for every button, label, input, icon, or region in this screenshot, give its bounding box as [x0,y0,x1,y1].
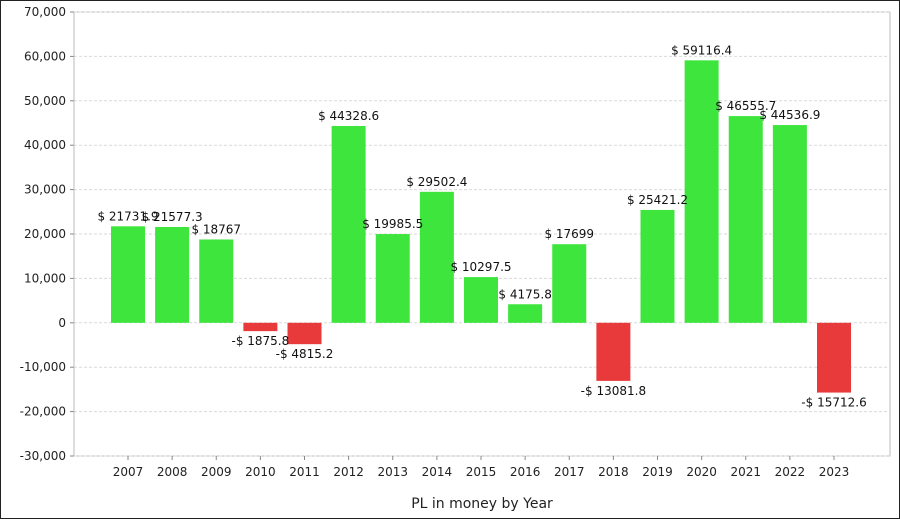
y-tick-label: -30,000 [20,449,66,463]
y-tick-label: 10,000 [24,271,66,285]
bars [111,60,851,393]
x-tick-label-2010: 2010 [245,465,276,479]
data-label-2017: $ 17699 [544,227,594,241]
x-tick-label-2012: 2012 [333,465,364,479]
bar-2019 [640,209,675,323]
x-tick-label-2017: 2017 [554,465,585,479]
x-tick-label-2022: 2022 [775,465,806,479]
x-tick-label-2023: 2023 [819,465,850,479]
x-tick-label-2014: 2014 [422,465,453,479]
x-tick-label-2007: 2007 [113,465,144,479]
x-tick-label-2013: 2013 [377,465,408,479]
data-label-2008: $ 21577.3 [142,210,203,224]
x-tick-label-2015: 2015 [466,465,497,479]
bar-2014 [419,191,454,323]
bar-2010 [243,322,278,332]
bar-2013 [375,234,410,323]
bar-2015 [464,277,498,323]
data-label-2022: $ 44536.9 [759,108,820,122]
bar-2018 [596,322,631,381]
bar-2022 [772,125,807,323]
data-label-2014: $ 29502.4 [406,175,467,189]
bar-2009 [199,239,234,323]
data-label-2019: $ 25421.2 [627,193,688,207]
y-tick-label: -10,000 [20,360,66,374]
y-tick-label: 50,000 [24,94,66,108]
bar-2017 [552,244,587,323]
data-label-2007: $ 21731.9 [97,209,158,223]
data-label-2018: -$ 13081.8 [581,384,646,398]
bar-2021 [728,116,763,323]
y-tick-label: 30,000 [24,183,66,197]
x-tick-label-2016: 2016 [510,465,541,479]
x-tick-label-2011: 2011 [289,465,320,479]
data-label-2009: $ 18767 [191,222,241,236]
y-tick-label: 20,000 [24,227,66,241]
data-label-2015: $ 10297.5 [450,260,511,274]
y-tick-label: 70,000 [24,5,66,19]
bar-2020 [684,60,719,323]
x-tick-label-2008: 2008 [157,465,188,479]
bar-2023 [817,322,851,393]
data-label-2011: -$ 4815.2 [276,347,334,361]
x-axis: 2007 2008 2009 2010 2011 2012 2013 2014 2015 2016… [113,456,850,479]
x-tick-label-2021: 2021 [730,465,761,479]
data-label-2016: $ 4175.8 [498,287,551,301]
bar-2016 [508,304,543,323]
y-tick-label: 0 [58,316,66,330]
data-label-2021: $ 46555.7 [715,99,776,113]
bar-2007 [111,226,145,323]
y-axis: -30,000 -20,000 -10,000 0 10,000 20,000 30,000… [20,5,74,463]
data-label-2020: $ 59116.4 [671,43,732,57]
data-label-2012: $ 44328.6 [318,109,379,123]
y-tick-label: 40,000 [24,138,66,152]
x-tick-label-2018: 2018 [598,465,629,479]
x-tick-label-2009: 2009 [201,465,232,479]
bar-2012 [331,125,366,323]
x-tick-label-2019: 2019 [642,465,673,479]
y-tick-label: -20,000 [20,405,66,419]
data-labels: $ 21731.9$ 21577.3$ 18767 -$ 1875.8-$ 481… [97,43,866,409]
bar-2008 [155,226,190,323]
x-tick-label-2020: 2020 [686,465,717,479]
bar-2011 [287,322,322,345]
x-axis-title: PL in money by Year [411,496,553,512]
data-label-2010: -$ 1875.8 [231,334,289,348]
y-tick-label: 60,000 [24,49,66,63]
data-label-2013: $ 19985.5 [362,217,423,231]
data-label-2023: -$ 15712.6 [801,396,866,410]
